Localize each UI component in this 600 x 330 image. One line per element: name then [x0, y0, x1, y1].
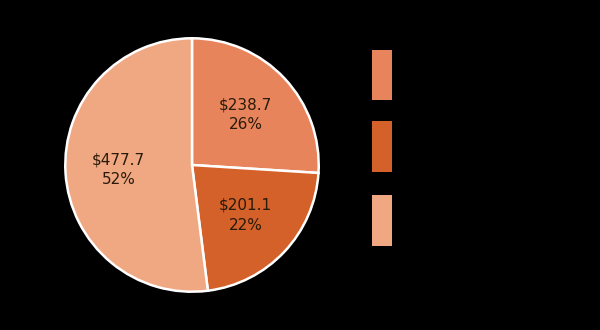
Text: $238.7
26%: $238.7 26%: [219, 97, 272, 132]
Wedge shape: [65, 38, 208, 292]
FancyBboxPatch shape: [372, 50, 392, 100]
Text: $201.1
22%: $201.1 22%: [219, 198, 272, 233]
FancyBboxPatch shape: [372, 195, 392, 246]
FancyBboxPatch shape: [372, 121, 392, 172]
Text: $477.7
52%: $477.7 52%: [92, 152, 145, 187]
Wedge shape: [192, 38, 319, 173]
Wedge shape: [192, 165, 319, 291]
